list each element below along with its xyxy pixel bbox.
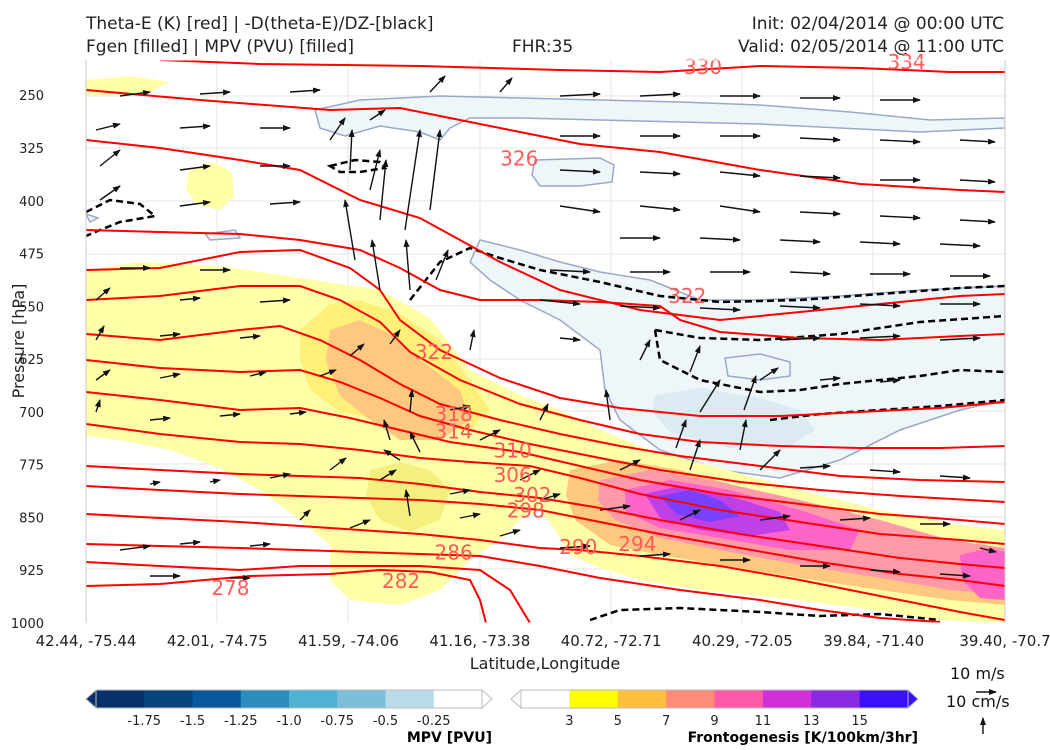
colorbar-swatch [240,690,290,708]
theta-e-contour-label: 282 [382,569,420,593]
colorbar-outline [95,689,483,709]
x-tick-label: 41.59, -74.06 [298,632,399,650]
fgen-field [86,76,1005,623]
colorbar-extend-high [907,688,919,710]
colorbar-tick-label: 3 [565,714,573,729]
colorbar-tick-label: -0.25 [417,714,451,729]
vector-key-vertical-label: 10 cm/s [946,692,1010,711]
y-tick-label: 925 [19,564,44,579]
y-tick-label: 850 [19,511,44,526]
theta-e-contour-label: 278 [211,576,249,600]
theta-e-contour-label: 298 [507,498,545,522]
colorbar-swatch [433,690,483,708]
valid-time: Valid: 02/05/2014 @ 11:00 UTC [738,37,1004,57]
x-axis-ticks: 42.44, -75.44 42.01, -74.75 41.59, -74.06 4… [36,632,1050,650]
wind-vectors [94,75,997,581]
y-tick-label: 700 [19,406,44,421]
y-tick-label: 1000 [11,617,44,632]
x-tick-label: 41.16, -73.38 [429,632,530,650]
colorbar-swatch [96,690,145,708]
colorbar-tick-label: 5 [614,714,622,729]
theta-e-contour-label: 322 [415,340,453,364]
colorbar-tick-label: -1.25 [224,714,258,729]
theta-e-contour-label: 330 [684,55,722,79]
y-axis-ticks: 250 325 400 475 550 625 700 775 850 925 1000 [11,89,44,632]
colorbar-swatch [811,690,861,708]
colorbar-tick-label: -0.75 [320,714,354,729]
theta-e-contour-label: 290 [559,535,597,559]
colorbar-swatch [859,690,909,708]
colorbar-tick-label: -1.0 [276,714,301,729]
y-tick-label: 400 [19,195,44,210]
init-time: Init: 02/04/2014 @ 00:00 UTC [751,14,1004,34]
title-left-line2: Fgen [filled] | MPV (PVU) [filled] [86,37,355,57]
colorbar-extend-low [85,688,97,710]
title-left-line1: Theta-E (K) [red] | -D(theta-E)/DZ-[blac… [86,14,434,34]
mpv-colorbar: -1.75 -1.5 -1.25 -1.0 -0.75 -0.5 -0.25 [85,688,493,729]
plot-area [86,60,1005,623]
colorbar-extend-low [510,688,522,710]
theta-e-contour-label: 294 [618,532,656,556]
colorbar-tick-label: 13 [803,714,820,729]
colorbar-swatch [762,690,812,708]
x-tick-label: 42.44, -75.44 [36,632,137,650]
x-tick-label: 42.01, -74.75 [167,632,268,650]
colorbar-tick-label: 9 [710,714,718,729]
colorbar-swatch [569,690,619,708]
x-tick-label: 40.72, -72.71 [561,632,662,650]
colorbar-tick-label: 11 [755,714,772,729]
y-tick-label: 550 [19,300,44,315]
colorbar-tick-label: -0.5 [373,714,398,729]
fgen-colorbar: 3 5 7 9 11 13 15 [510,688,919,729]
y-tick-label: 625 [19,353,44,368]
y-axis-label: Pressure [hPa] [9,284,28,399]
colorbar-swatch [337,690,386,708]
vector-key-horizontal-label: 10 m/s [950,664,1005,683]
y-tick-label: 325 [19,142,44,157]
theta-e-contour-label: 286 [435,541,473,565]
colorbar-swatch [289,690,338,708]
y-tick-label: 475 [19,248,44,263]
colorbar-tick-label: -1.75 [127,714,161,729]
theta-e-contour-label: 318 [435,402,473,426]
colorbar-tick-label: 7 [662,714,670,729]
y-tick-label: 775 [19,459,44,474]
colorbar-swatch [666,690,715,708]
x-axis-label: Latitude,Longitude [470,654,621,673]
colorbar-tick-label: 15 [851,714,868,729]
colorbar-swatch [192,690,242,708]
colorbar-swatch [144,690,193,708]
colorbar-swatch [521,690,570,708]
colorbar-extend-high [481,688,493,710]
x-tick-label: 39.84, -71.40 [823,632,924,650]
colorbar-swatch [617,690,667,708]
colorbar-outline [520,689,909,709]
colorbar-swatch [385,690,435,708]
forecast-hour: FHR:35 [512,37,574,57]
fgen-colorbar-label: Frontogenesis [K/100km/3hr] [688,730,918,746]
theta-e-contour-label: 326 [500,147,538,171]
colorbar-swatch [714,690,764,708]
theta-e-contour-label: 322 [668,284,706,308]
colorbar-tick-label: -1.5 [180,714,205,729]
theta-e-contour-label: 310 [494,439,532,463]
y-tick-label: 250 [19,89,44,104]
mpv-colorbar-label: MPV [PVU] [407,730,492,746]
x-tick-label: 40.29, -72.05 [692,632,793,650]
theta-e-contour-label: 334 [887,50,925,74]
theta-e-contour-label: 302 [513,483,551,507]
x-tick-label: 39.40, -70.7 [959,632,1050,650]
theta-e-contour-label: 306 [494,463,532,487]
theta-e-contour-label: 314 [435,420,473,444]
